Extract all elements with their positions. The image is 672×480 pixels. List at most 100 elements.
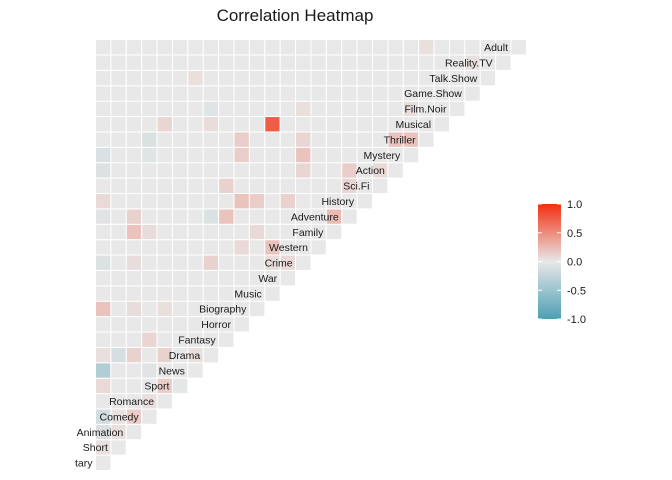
heatmap-cell-biography-sport [171, 300, 189, 318]
heatmap-cell-music-sport [171, 285, 189, 302]
heatmap-cell-thriller-war [279, 131, 297, 148]
heatmap-cell-film.noir-war [279, 100, 297, 118]
heatmap-cell-reality.tv-adventure [341, 54, 358, 71]
heatmap-cell-reality.tv-crime [295, 54, 312, 71]
heatmap-cell-war-news [187, 269, 204, 287]
heatmap-cell-talk.show-news [187, 69, 204, 87]
heatmap-cell-reality.tv-romance [156, 54, 173, 71]
heatmap-cell-animation-animation [125, 423, 143, 441]
heatmap-cell-game.show-family [325, 85, 343, 102]
heatmap-cell-tary-tary [95, 454, 112, 471]
heatmap-cell-adult-sci.fi [372, 39, 389, 56]
variable-label-news: News [159, 365, 185, 377]
heatmap-cell-musical-drama [202, 116, 220, 133]
heatmap-cell-war-romance [156, 269, 173, 287]
heatmap-cell-action-western [310, 162, 327, 179]
heatmap-cell-drama-comedy [141, 346, 158, 364]
variable-label-biography: Biography [199, 304, 247, 316]
heatmap-cell-game.show-news [187, 85, 204, 102]
heatmap-cell-mystery-crime [295, 146, 312, 164]
heatmap-cell-film.noir-history [356, 100, 374, 118]
heatmap-cell-crime-drama [202, 254, 220, 271]
heatmap-cell-family-drama [202, 223, 220, 241]
heatmap-cell-musical-music [264, 116, 281, 133]
heatmap-cell-drama-tary [95, 346, 112, 364]
heatmap-cell-action-drama [202, 162, 220, 179]
heatmap-cell-thriller-sport [171, 131, 189, 148]
heatmap-cell-adult-musical [433, 39, 450, 56]
heatmap-cell-reality.tv-fantasy [218, 54, 235, 71]
heatmap-cell-thriller-music [264, 131, 281, 148]
heatmap-cell-reality.tv-history [356, 54, 374, 71]
heatmap-cell-history-romance [156, 192, 173, 210]
heatmap-cell-music-tary [95, 285, 112, 302]
heatmap-cell-talk.show-animation [125, 69, 143, 87]
heatmap-cell-crime-fantasy [218, 254, 235, 271]
heatmap-cell-adult-action [387, 39, 404, 56]
heatmap-cell-sport-tary [95, 377, 112, 395]
heatmap-cells [95, 39, 527, 471]
legend-tick-label: 0.5 [567, 228, 582, 240]
heatmap-cell-adult-fantasy [218, 39, 235, 56]
heatmap-cell-thriller-animation [125, 131, 143, 148]
heatmap-cell-reality.tv-sci.fi [372, 54, 389, 71]
heatmap-cell-biography-tary [95, 300, 112, 318]
heatmap-cell-western-sport [171, 239, 189, 256]
heatmap-cell-adventure-romance [156, 208, 173, 225]
heatmap-cell-talk.show-short [110, 69, 127, 87]
heatmap-cell-news-comedy [141, 362, 158, 379]
heatmap-cell-musical-war [279, 116, 297, 133]
heatmap-cell-action-animation [125, 162, 143, 179]
heatmap-cell-sport-animation [125, 377, 143, 395]
heatmap-cell-adult-film.noir [448, 39, 466, 56]
heatmap-cell-mystery-sport [171, 146, 189, 164]
heatmap-cell-short-short [110, 439, 127, 456]
heatmap-cell-adult-adult [510, 39, 527, 56]
variable-label-mystery: Mystery [364, 150, 402, 162]
heatmap-cell-film.noir-drama [202, 100, 220, 118]
heatmap-cell-mystery-short [110, 146, 127, 164]
heatmap-cell-talk.show-action [387, 69, 404, 87]
heatmap-cell-sci.fi-comedy [141, 177, 158, 194]
heatmap-cell-adventure-short [110, 208, 127, 225]
heatmap-cell-film.noir-crime [295, 100, 312, 118]
heatmap-cell-western-fantasy [218, 239, 235, 256]
heatmap-cell-history-music [264, 192, 281, 210]
heatmap-cell-history-crime [295, 192, 312, 210]
heatmap-cell-action-comedy [141, 162, 158, 179]
heatmap-cell-thriller-short [110, 131, 127, 148]
heatmap-cell-music-drama [202, 285, 220, 302]
heatmap-cell-action-music [264, 162, 281, 179]
variable-label-adventure: Adventure [291, 211, 339, 223]
heatmap-cell-family-sport [171, 223, 189, 241]
heatmap-cell-film.noir-romance [156, 100, 173, 118]
variable-label-history: History [321, 196, 354, 208]
heatmap-cell-reality.tv-mystery [402, 54, 420, 71]
heatmap-cell-horror-comedy [141, 316, 158, 333]
heatmap-cell-family-horror [233, 223, 250, 241]
heatmap-cell-talk.show-adventure [341, 69, 358, 87]
heatmap-cell-sport-sport [171, 377, 189, 395]
heatmap-cell-thriller-history [356, 131, 374, 148]
heatmap-cell-game.show-sport [171, 85, 189, 102]
heatmap-cell-history-drama [202, 192, 220, 210]
heatmap-cell-family-comedy [141, 223, 158, 241]
heatmap-cell-action-family [325, 162, 343, 179]
variable-label-thriller: Thriller [384, 134, 417, 146]
heatmap-cell-mystery-music [264, 146, 281, 164]
heatmap-cell-musical-history [356, 116, 374, 133]
heatmap-cell-talk.show-drama [202, 69, 220, 87]
heatmap-cell-adult-history [356, 39, 374, 56]
heatmap-cell-history-fantasy [218, 192, 235, 210]
heatmap-cell-musical-musical [433, 116, 450, 133]
heatmap-cell-talk.show-romance [156, 69, 173, 87]
heatmap-cell-action-horror [233, 162, 250, 179]
heatmap-cell-biography-short [110, 300, 127, 318]
heatmap-cell-film.noir-animation [125, 100, 143, 118]
heatmap-cell-film.noir-sport [171, 100, 189, 118]
heatmap-cell-thriller-western [310, 131, 327, 148]
heatmap-cell-family-animation [125, 223, 143, 241]
heatmap-cell-reality.tv-animation [125, 54, 143, 71]
